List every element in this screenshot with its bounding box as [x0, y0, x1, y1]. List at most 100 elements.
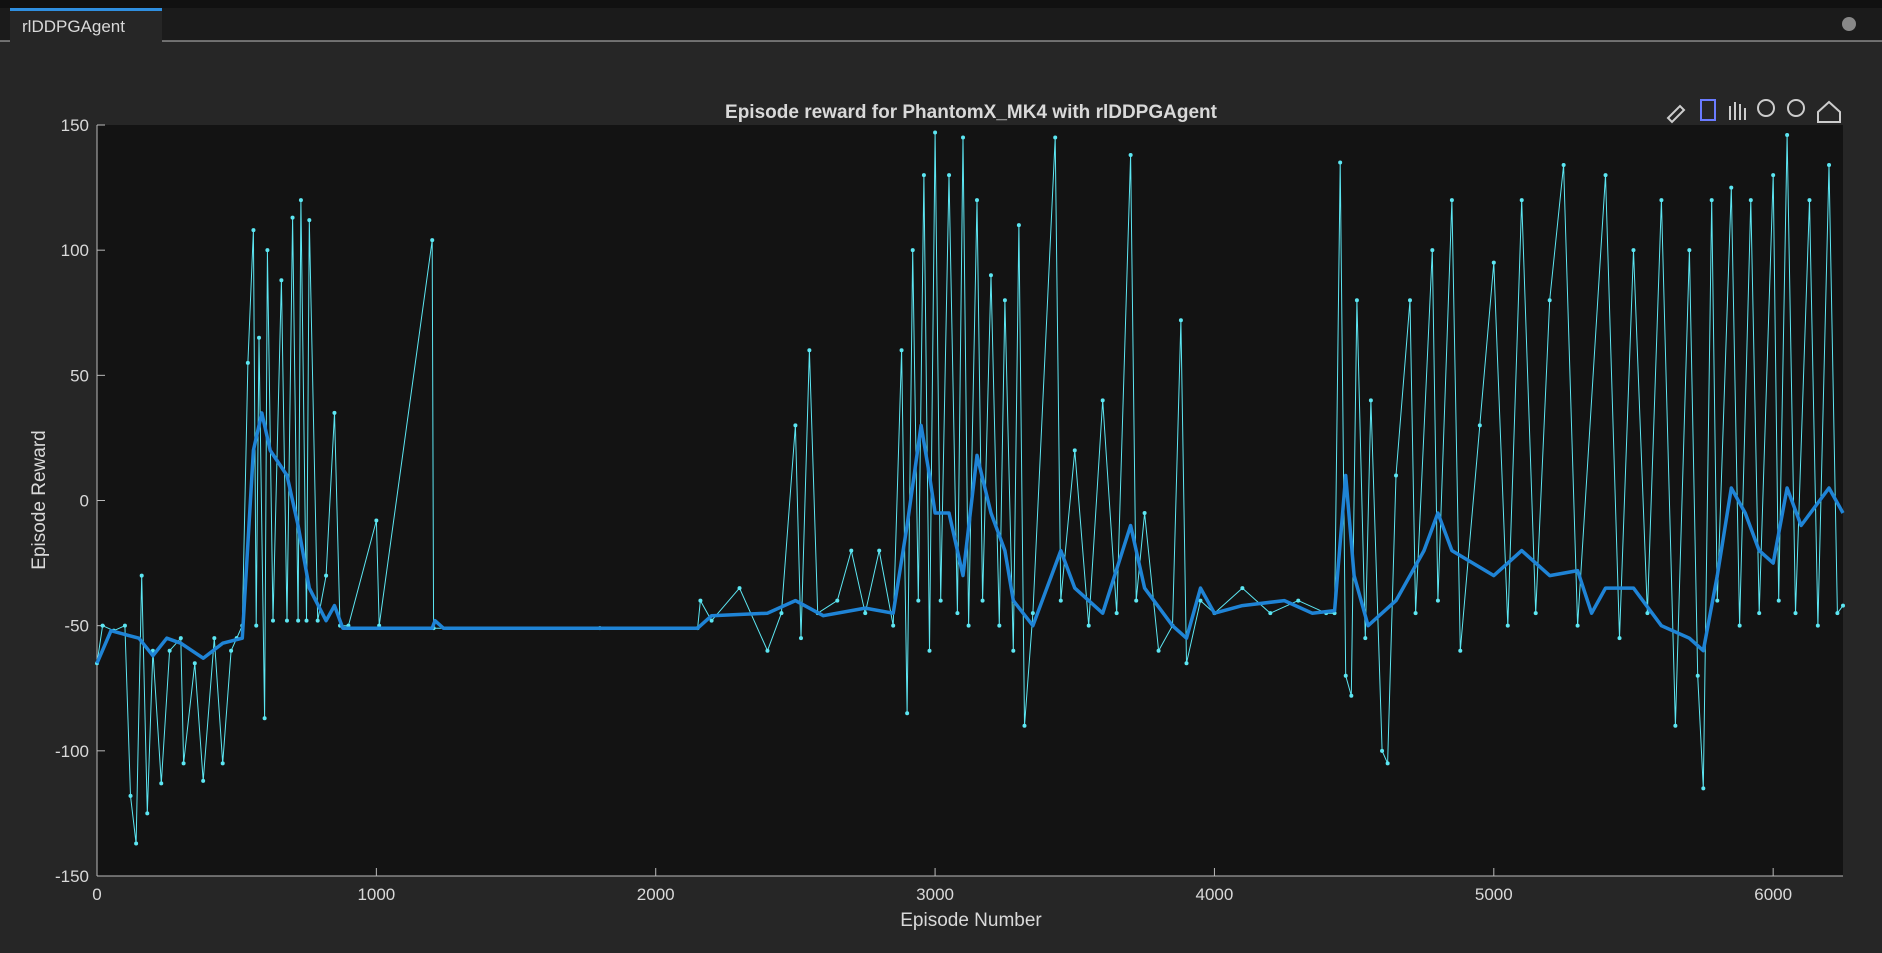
data-point: [245, 360, 250, 365]
data-point: [938, 598, 943, 603]
data-point: [229, 648, 234, 653]
data-point: [1016, 223, 1021, 228]
y-tick-label: 0: [80, 492, 89, 511]
data-point: [1547, 298, 1552, 303]
data-point: [1729, 185, 1734, 190]
data-point: [100, 623, 105, 628]
toolbar-datatip[interactable]: [1700, 99, 1716, 121]
data-point: [698, 598, 703, 603]
data-point: [122, 623, 127, 628]
data-point: [1575, 623, 1580, 628]
data-point: [1430, 248, 1435, 253]
y-tick-label: 100: [61, 241, 89, 260]
toolbar-home[interactable]: [1817, 100, 1841, 123]
data-point: [1477, 423, 1482, 428]
data-point: [1268, 611, 1273, 616]
toolbar-zoom-in[interactable]: [1757, 99, 1775, 117]
data-point: [430, 238, 435, 243]
x-axis-label: Episode Number: [900, 910, 1042, 931]
data-point: [1156, 648, 1161, 653]
data-point: [1519, 198, 1524, 203]
tab-menu[interactable]: [1842, 17, 1856, 31]
y-tick-label: -50: [64, 617, 89, 636]
data-point: [192, 661, 197, 666]
data-point: [1053, 135, 1058, 140]
data-point: [1561, 163, 1566, 168]
y-tick-label: -100: [55, 742, 89, 761]
data-point: [1709, 198, 1714, 203]
data-point: [284, 618, 289, 623]
data-point: [1715, 598, 1720, 603]
data-point: [1603, 173, 1608, 178]
x-tick-label: 6000: [1754, 885, 1792, 904]
data-point: [262, 716, 267, 721]
series-line: [95, 411, 1845, 664]
data-point: [988, 273, 993, 278]
data-point: [1748, 198, 1753, 203]
data-point: [1114, 611, 1119, 616]
data-point: [1835, 611, 1840, 616]
data-point: [1617, 636, 1622, 641]
data-point: [307, 218, 312, 223]
toolbar-brush[interactable]: [1666, 104, 1686, 124]
data-point: [1413, 611, 1418, 616]
data-point: [863, 611, 868, 616]
data-point: [980, 598, 985, 603]
data-point: [1435, 598, 1440, 603]
data-point: [1142, 511, 1147, 516]
y-tick-label: -150: [55, 867, 89, 886]
chart-title: Episode reward for PhantomX_MK4 with rlD…: [725, 102, 1218, 123]
tab-label[interactable]: rlDDPGAgent: [22, 17, 125, 36]
top-strip: [0, 0, 1882, 8]
data-point: [296, 618, 301, 623]
data-point: [279, 278, 284, 283]
data-point: [167, 648, 172, 653]
data-point: [905, 711, 910, 716]
data-point: [1240, 586, 1245, 591]
toolbar-pan[interactable]: [1729, 102, 1746, 120]
data-point: [1407, 298, 1412, 303]
data-point: [1296, 598, 1301, 603]
data-point: [1793, 611, 1798, 616]
data-point: [765, 648, 770, 653]
data-point: [877, 548, 882, 553]
data-point: [997, 623, 1002, 628]
data-point: [1776, 598, 1781, 603]
data-point: [1673, 723, 1678, 728]
y-tick-label: 150: [61, 116, 89, 135]
data-point: [807, 348, 812, 353]
data-point: [1449, 198, 1454, 203]
data-point: [1458, 648, 1463, 653]
data-point: [145, 811, 150, 816]
data-point: [374, 518, 379, 523]
data-point: [1343, 673, 1348, 678]
data-point: [1807, 198, 1812, 203]
data-point: [181, 761, 186, 766]
data-point: [1349, 693, 1354, 698]
data-point: [304, 618, 309, 623]
data-point: [955, 611, 960, 616]
data-point: [324, 573, 329, 578]
tab-bar: [0, 8, 1882, 41]
data-point: [1086, 623, 1091, 628]
data-point: [1058, 598, 1063, 603]
data-point: [1491, 260, 1496, 265]
data-point: [178, 636, 183, 641]
data-point: [1695, 673, 1700, 678]
data-point: [1354, 298, 1359, 303]
data-point: [332, 410, 337, 415]
data-point: [1002, 298, 1007, 303]
data-point: [1394, 473, 1399, 478]
x-tick-label: 0: [92, 885, 101, 904]
data-point: [737, 586, 742, 591]
data-point: [1701, 786, 1706, 791]
data-point: [298, 198, 303, 203]
tab[interactable]: [10, 8, 162, 42]
axes-toolbar: [1666, 99, 1841, 124]
data-point: [1631, 248, 1636, 253]
data-point: [835, 598, 840, 603]
data-point: [254, 623, 259, 628]
toolbar-zoom-out[interactable]: [1787, 99, 1805, 117]
x-tick-label: 1000: [357, 885, 395, 904]
